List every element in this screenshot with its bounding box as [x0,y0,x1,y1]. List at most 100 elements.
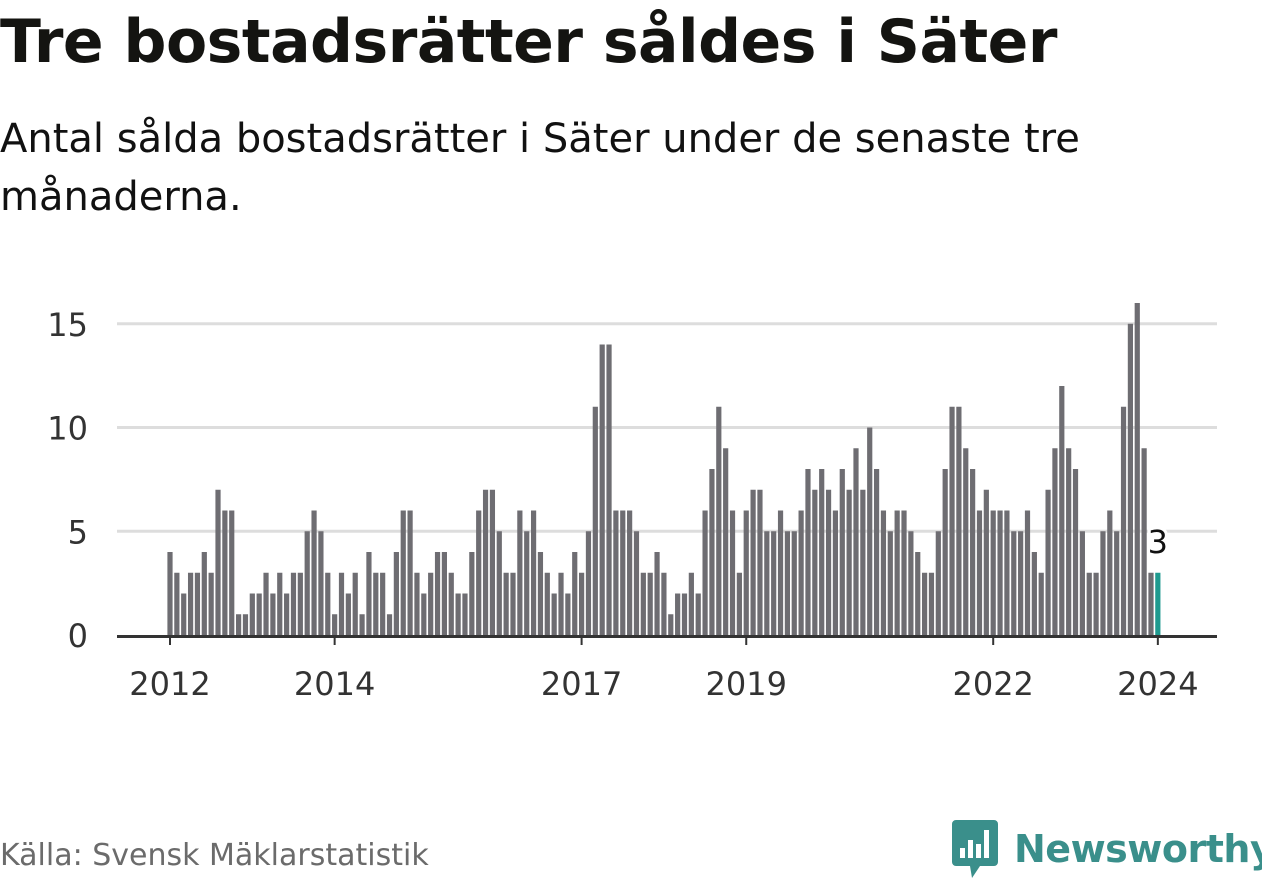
bar [284,593,290,635]
bar [366,552,372,635]
bar [695,593,701,635]
bar [1100,531,1106,635]
bar [922,572,928,635]
bar [181,593,187,635]
y-tick-label: 10 [47,410,88,448]
bar [819,469,825,635]
bar [990,510,996,635]
bar [277,572,283,635]
bar [729,510,736,635]
brand-logo: Newsworthy [950,818,1262,880]
bar [1018,531,1024,635]
bar [915,552,921,635]
chart-subtitle: Antal sålda bostadsrätter i Säter under … [0,116,1080,220]
bar [482,489,489,635]
bar [414,572,420,635]
bar [976,510,983,635]
bar [1107,510,1113,635]
bar [935,531,941,635]
bar [421,593,427,635]
bar [222,510,228,635]
bar [263,572,269,635]
highlight-annotation: 3 [1145,520,1171,564]
bar [812,489,818,635]
bar [1127,323,1133,635]
bar [661,572,667,635]
bar [579,572,585,635]
bar [1031,552,1037,635]
bar [1052,448,1058,635]
bar [187,572,194,635]
bar [825,489,832,635]
bar [798,510,804,635]
bar [242,614,249,635]
bar [1114,531,1120,635]
bar [716,406,722,635]
bar [400,510,406,635]
bar [1011,531,1017,635]
bar [1120,406,1127,635]
bar [613,510,619,635]
bar [290,572,297,635]
bar [633,531,640,635]
bar [215,489,221,635]
bar [681,593,688,635]
bar [249,593,255,635]
highlight-label: 3 [1148,523,1168,561]
brand-name: Newsworthy [1014,827,1262,871]
bar [565,593,571,635]
bar [846,489,852,635]
bar [764,531,770,635]
bar [194,572,201,635]
bar [373,572,379,635]
x-tick-label: 2019 [706,665,787,703]
bar [174,572,180,635]
bars [167,303,1161,635]
bar [627,510,633,635]
bar [256,593,262,635]
bar [853,448,859,635]
bar [963,448,969,635]
bar [311,510,317,635]
bar [1093,572,1099,635]
bar [1072,469,1079,635]
highlight-bar [1155,572,1161,635]
bar [304,531,310,635]
bar [894,510,900,635]
bar [805,469,811,635]
bar [489,489,496,635]
bar [702,510,708,635]
bar [524,531,530,635]
bar [393,552,399,635]
bar [620,510,626,635]
bar [455,593,461,635]
bar [270,593,276,635]
bar [1134,303,1140,635]
x-tick-label: 2022 [952,665,1033,703]
bar [544,572,550,635]
bar [558,572,564,635]
bar-chart: 0 5 10 15 2012 2014 2017 2019 2022 2024 3 [47,303,1217,703]
bar [928,572,935,635]
bar [654,552,660,635]
bar [956,406,962,635]
bar [1086,572,1092,635]
bar [647,572,653,635]
bar [1004,510,1010,635]
bar [1038,572,1044,635]
bar [1066,448,1072,635]
bar [901,510,907,635]
bar [880,510,887,635]
bar [297,572,303,635]
bar [757,489,763,635]
bar [688,572,694,635]
bar [380,572,386,635]
bar [441,552,447,635]
newsworthy-logo-icon [952,820,998,878]
y-tick-label: 15 [47,306,88,344]
bar [229,510,235,635]
bar [572,552,578,635]
bar [537,552,544,635]
bar [530,510,537,635]
bar [1059,386,1065,635]
